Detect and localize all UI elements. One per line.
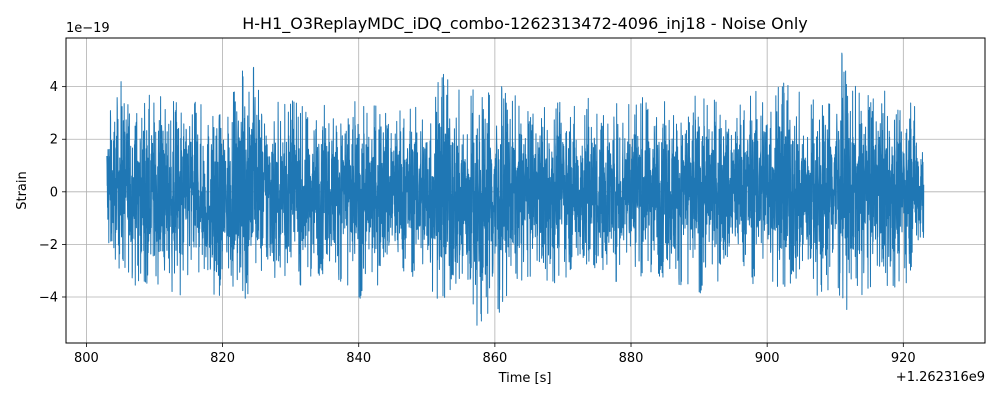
x-tick-label: 860 xyxy=(482,351,507,366)
y-exponent-label: 1e−19 xyxy=(66,21,110,36)
y-tick-label: −2 xyxy=(39,238,58,253)
strain-trace-line xyxy=(106,52,925,326)
y-tick-label: 4 xyxy=(50,80,58,95)
plot-frame xyxy=(65,37,986,344)
y-tick-label: −4 xyxy=(39,290,58,305)
y-axis-label: Strain xyxy=(15,171,30,210)
x-tick-label: 920 xyxy=(891,351,916,366)
y-tick-label: 2 xyxy=(50,133,58,148)
x-tick-label: 900 xyxy=(755,351,780,366)
y-tick-label: 0 xyxy=(50,185,58,200)
x-tick-label: 820 xyxy=(210,351,235,366)
x-offset-label: +1.262316e9 xyxy=(896,370,985,385)
x-tick-label: 800 xyxy=(74,351,99,366)
x-tick-label: 880 xyxy=(619,351,644,366)
x-axis-ticks: 800 820 840 860 880 900 920 xyxy=(74,343,916,366)
chart-title: H-H1_O3ReplayMDC_iDQ_combo-1262313472-40… xyxy=(242,14,808,34)
x-axis-label: Time [s] xyxy=(498,371,552,386)
y-axis-ticks: −4 −2 0 2 4 xyxy=(39,80,66,305)
x-tick-label: 840 xyxy=(346,351,371,366)
series-strain xyxy=(106,52,925,326)
